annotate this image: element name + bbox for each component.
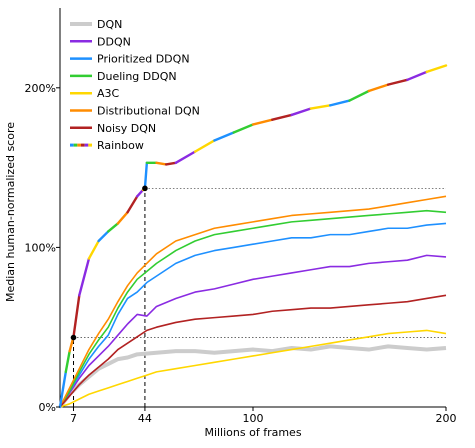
marker-point-1 bbox=[142, 185, 148, 192]
series-line-rainbow-seg-7 bbox=[107, 222, 120, 233]
series-line-dqn bbox=[58, 344, 447, 409]
series-line-rainbow-seg-0 bbox=[58, 370, 67, 409]
legend-label-a3c: A3C bbox=[97, 87, 120, 100]
series-line-a3c bbox=[59, 329, 447, 408]
series-line-prioritized-ddqn bbox=[59, 222, 447, 408]
series-line-rainbow-seg-23 bbox=[309, 104, 332, 110]
x-tick-label-0: 7 bbox=[70, 412, 77, 425]
series-line-rainbow-seg-3 bbox=[72, 294, 81, 338]
legend-label-prioritized-ddqn: Prioritized DDQN bbox=[97, 53, 190, 66]
legend: DQN DDQN Prioritized DDQN Dueling DDQN A3C Di… bbox=[70, 18, 200, 152]
x-axis-label: Millions of frames bbox=[204, 426, 301, 439]
series-line-rainbow-seg-1 bbox=[64, 349, 71, 374]
y-tick-label-1: 100% bbox=[25, 241, 56, 254]
x-tick-label-1: 44 bbox=[138, 412, 152, 425]
series-line-rainbow-seg-24 bbox=[329, 99, 351, 107]
series-line-rainbow-seg-28 bbox=[406, 70, 428, 82]
legend-label-ddqn: DDQN bbox=[97, 35, 131, 48]
series-line-rainbow-seg-12 bbox=[143, 161, 149, 190]
series-line-rainbow-seg-26 bbox=[367, 83, 390, 93]
legend-label-distributional-dqn: Distributional DQN bbox=[97, 105, 200, 118]
y-tick-label-0: 0% bbox=[39, 401, 56, 414]
reference-lines bbox=[73, 187, 446, 407]
series-line-ddqn bbox=[59, 254, 447, 408]
series-line-rainbow-seg-25 bbox=[348, 89, 370, 102]
series-line-rainbow-seg-19 bbox=[232, 123, 255, 134]
x-tick-label-2: 100 bbox=[243, 412, 264, 425]
series-line-rainbow-seg-21 bbox=[271, 113, 293, 121]
series-line-rainbow-seg-4 bbox=[78, 257, 91, 297]
series-line-rainbow-seg-10 bbox=[135, 188, 145, 198]
series-line-rainbow-seg-27 bbox=[386, 78, 409, 86]
series-line-rainbow-seg-14 bbox=[155, 161, 168, 166]
series-line-rainbow-seg-18 bbox=[213, 131, 235, 142]
series-line-dueling-ddqn bbox=[59, 209, 447, 408]
series-line-rainbow-seg-22 bbox=[290, 107, 313, 117]
ticks: 7 44 100 200 0% 100% 200% bbox=[25, 82, 457, 425]
x-tick-label-3: 200 bbox=[436, 412, 457, 425]
legend-label-rainbow: Rainbow bbox=[97, 139, 144, 152]
series-line-rainbow-seg-5 bbox=[87, 239, 100, 260]
markers-layer bbox=[70, 185, 148, 341]
legend-label-dueling-ddqn: Dueling DDQN bbox=[97, 70, 177, 83]
series-line-rainbow-seg-20 bbox=[251, 118, 274, 126]
series-line-distributional-dqn bbox=[59, 195, 447, 408]
series-line-rainbow-seg-8 bbox=[116, 211, 129, 225]
series-line-rainbow-seg-16 bbox=[174, 150, 197, 165]
legend-label-noisy-dqn: Noisy DQN bbox=[97, 122, 156, 135]
marker-point-0 bbox=[70, 334, 77, 341]
legend-label-dqn: DQN bbox=[97, 18, 122, 31]
series-line-noisy-dqn bbox=[59, 294, 447, 408]
y-axis-label: Median human-normalized score bbox=[4, 122, 17, 302]
y-tick-label-2: 200% bbox=[25, 82, 56, 95]
series-line-rainbow-seg-9 bbox=[126, 195, 139, 214]
series-line-rainbow-seg-15 bbox=[164, 161, 178, 166]
series-line-rainbow-seg-6 bbox=[97, 230, 110, 243]
series-line-rainbow-seg-29 bbox=[425, 64, 448, 74]
series-line-rainbow-seg-17 bbox=[193, 139, 216, 153]
